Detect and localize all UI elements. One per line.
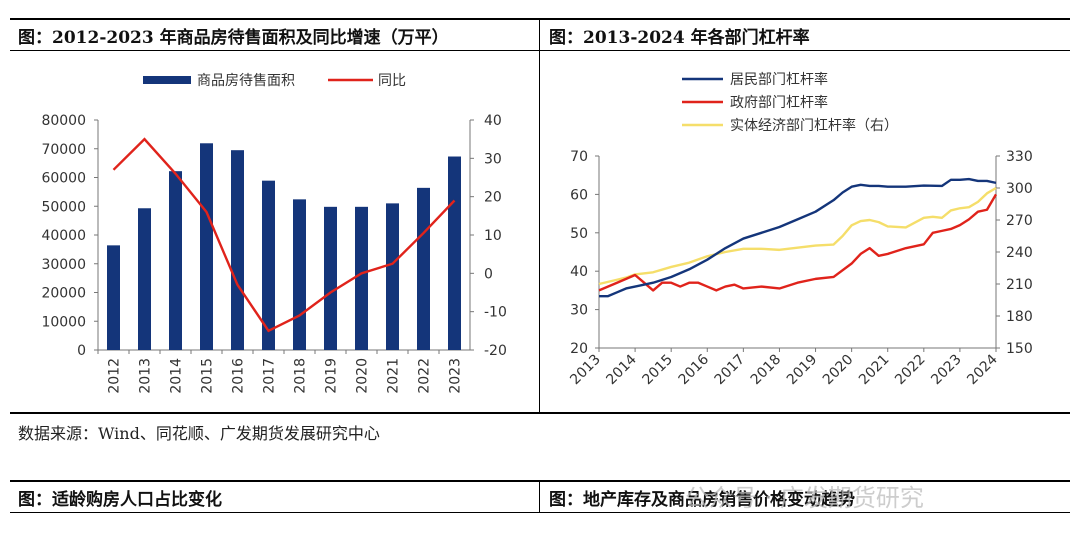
x-tick-label: 2017 bbox=[262, 358, 278, 394]
header-divider bbox=[10, 50, 1070, 51]
yoy-line bbox=[112, 137, 456, 333]
legend-swatch-bar bbox=[143, 76, 191, 84]
y-tick-label: 60000 bbox=[41, 171, 86, 187]
x-tick-label: 2022 bbox=[417, 358, 433, 394]
series-line bbox=[598, 193, 998, 292]
legend-label: 实体经济部门杠杆率（右） bbox=[730, 117, 898, 134]
x-tick-label: 2020 bbox=[355, 358, 371, 394]
y2-tick-label: 0 bbox=[484, 266, 493, 282]
x-tick-label: 2019 bbox=[784, 352, 821, 389]
y2-tick-label: 300 bbox=[1006, 181, 1033, 197]
x-tick-label: 2024 bbox=[964, 351, 1001, 388]
bar bbox=[355, 206, 368, 350]
x-tick-label: 2012 bbox=[107, 358, 123, 394]
x-tick-label: 2022 bbox=[892, 352, 929, 389]
top-border bbox=[10, 18, 1070, 20]
bar bbox=[324, 206, 337, 350]
bottom-panel-divider bbox=[539, 480, 540, 513]
y2-tick-label: 270 bbox=[1006, 213, 1033, 229]
x-tick-label: 2021 bbox=[856, 352, 893, 389]
x-tick-label: 2014 bbox=[169, 358, 185, 394]
y2-tick-label: 330 bbox=[1006, 149, 1033, 165]
x-tick-label: 2020 bbox=[820, 352, 857, 389]
legend-label: 政府部门杠杆率 bbox=[730, 94, 828, 111]
y2-tick-label: 180 bbox=[1006, 309, 1033, 325]
x-tick-label: 2018 bbox=[293, 358, 309, 394]
x-tick-label: 2017 bbox=[712, 352, 749, 389]
x-tick-label: 2015 bbox=[639, 352, 676, 389]
y-tick-label: 40 bbox=[570, 264, 588, 280]
bar bbox=[107, 245, 120, 350]
y2-tick-label: 150 bbox=[1006, 341, 1033, 357]
y-tick-label: 50 bbox=[570, 226, 588, 242]
y2-tick-label: 30 bbox=[484, 151, 502, 167]
y-tick-label: 60 bbox=[570, 187, 588, 203]
legend-label-line: 同比 bbox=[378, 73, 406, 89]
y2-tick-label: 40 bbox=[484, 113, 502, 129]
x-tick-label: 2016 bbox=[231, 358, 247, 394]
bar bbox=[386, 203, 399, 350]
x-tick-label: 2016 bbox=[676, 351, 713, 388]
right-chart-title: 图：2013-2024 年各部门杠杆率 bbox=[549, 28, 810, 48]
y2-tick-label: -20 bbox=[484, 343, 507, 359]
watermark: 公众号 · 广发期货研究 bbox=[685, 484, 924, 512]
legend-label-bar: 商品房待售面积 bbox=[197, 73, 295, 89]
inventory-chart: 0 10000 20000 30000 40000 50000 60000 70000 8000… bbox=[41, 73, 507, 394]
y-tick-label: 30000 bbox=[41, 257, 86, 273]
bar bbox=[417, 187, 430, 350]
panel-bottom-border bbox=[10, 412, 1070, 414]
x-tick-label: 2021 bbox=[386, 358, 402, 394]
y-tick-label: 20000 bbox=[41, 286, 86, 302]
bar bbox=[262, 180, 275, 350]
bar bbox=[293, 199, 306, 350]
x-tick-label: 2018 bbox=[748, 352, 785, 389]
y-tick-label: 40000 bbox=[41, 228, 86, 244]
y2-tick-label: 240 bbox=[1006, 245, 1033, 261]
bottom-header-divider bbox=[10, 512, 1070, 513]
bar bbox=[169, 171, 182, 350]
x-tick-label: 2023 bbox=[448, 358, 464, 394]
bottom-left-title: 图：适龄购房人口占比变化 bbox=[18, 490, 222, 510]
series-line bbox=[599, 177, 997, 298]
panel-divider bbox=[539, 18, 540, 413]
x-tick-label: 2014 bbox=[603, 351, 640, 388]
y-tick-label: 30 bbox=[570, 303, 588, 319]
x-tick-label: 2015 bbox=[200, 358, 216, 394]
bar bbox=[231, 150, 244, 350]
y-tick-label: 20 bbox=[570, 341, 588, 357]
bar bbox=[138, 208, 151, 350]
bottom-right-title: 图：地产库存及商品房销售价格变动趋势 bbox=[549, 490, 855, 510]
series-line bbox=[598, 186, 997, 286]
x-tick-label: 2013 bbox=[138, 358, 154, 394]
y2-tick-label: 10 bbox=[484, 228, 502, 244]
y2-tick-label: 20 bbox=[484, 190, 502, 206]
y-tick-label: 70 bbox=[570, 149, 588, 165]
bar bbox=[448, 156, 461, 350]
x-tick-label: 2019 bbox=[324, 358, 340, 394]
y-tick-label: 10000 bbox=[41, 314, 86, 330]
y-tick-label: 50000 bbox=[41, 199, 86, 215]
y-tick-label: 0 bbox=[77, 343, 86, 359]
bottom-top-border bbox=[10, 480, 1070, 482]
bar bbox=[200, 143, 213, 350]
y2-tick-label: 210 bbox=[1006, 277, 1033, 293]
y2-tick-label: -10 bbox=[484, 305, 507, 321]
y-tick-label: 70000 bbox=[41, 142, 86, 158]
x-tick-label: 2023 bbox=[928, 352, 965, 389]
y-tick-label: 80000 bbox=[41, 113, 86, 129]
data-source-note: 数据来源：Wind、同花顺、广发期货发展研究中心 bbox=[18, 424, 380, 443]
left-chart-title: 图：2012-2023 年商品房待售面积及同比增速（万平） bbox=[18, 28, 449, 48]
legend-label: 居民部门杠杆率 bbox=[730, 71, 828, 88]
